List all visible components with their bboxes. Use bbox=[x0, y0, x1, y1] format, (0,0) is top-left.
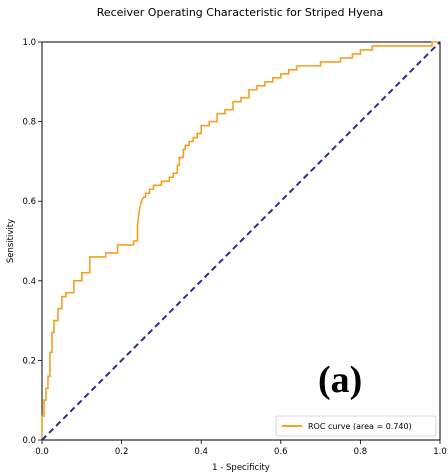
chance-diagonal-line bbox=[41, 41, 441, 441]
x-tick-label: 0.6 bbox=[274, 447, 288, 457]
legend-label-roc: ROC curve (area = 0.740) bbox=[308, 422, 412, 431]
chart-title: Receiver Operating Characteristic for St… bbox=[97, 6, 384, 19]
series-layer bbox=[41, 41, 441, 441]
y-tick-label: 0.8 bbox=[22, 118, 36, 128]
y-tick-label: 0.0 bbox=[22, 436, 36, 446]
roc-curve-line bbox=[41, 41, 440, 440]
y-tick-label: 0.4 bbox=[22, 277, 36, 287]
panel-label: (a) bbox=[318, 359, 362, 401]
legend-box bbox=[275, 415, 437, 437]
y-axis-label: Sensitivity bbox=[6, 219, 16, 263]
x-tick-label: 0.8 bbox=[354, 447, 368, 457]
ticks-layer: 0.0 0.2 0.4 0.6 0.8 1.0 0.0 0.2 0.4 0.6 0.8 1.0 bbox=[22, 38, 446, 457]
x-tick-label: 0.4 bbox=[194, 447, 208, 457]
x-tick-label: 0.0 bbox=[35, 447, 49, 457]
x-axis-label: 1 - Specificity bbox=[212, 463, 270, 473]
x-tick-label: 1.0 bbox=[433, 447, 447, 457]
y-tick-label: 0.6 bbox=[22, 197, 36, 207]
x-tick-label: 0.2 bbox=[115, 447, 129, 457]
y-tick-label: 1.0 bbox=[22, 38, 36, 48]
plot-area-frame bbox=[41, 41, 441, 441]
y-tick-label: 0.2 bbox=[22, 356, 36, 366]
legend: ROC curve (area = 0.740) bbox=[275, 415, 437, 437]
